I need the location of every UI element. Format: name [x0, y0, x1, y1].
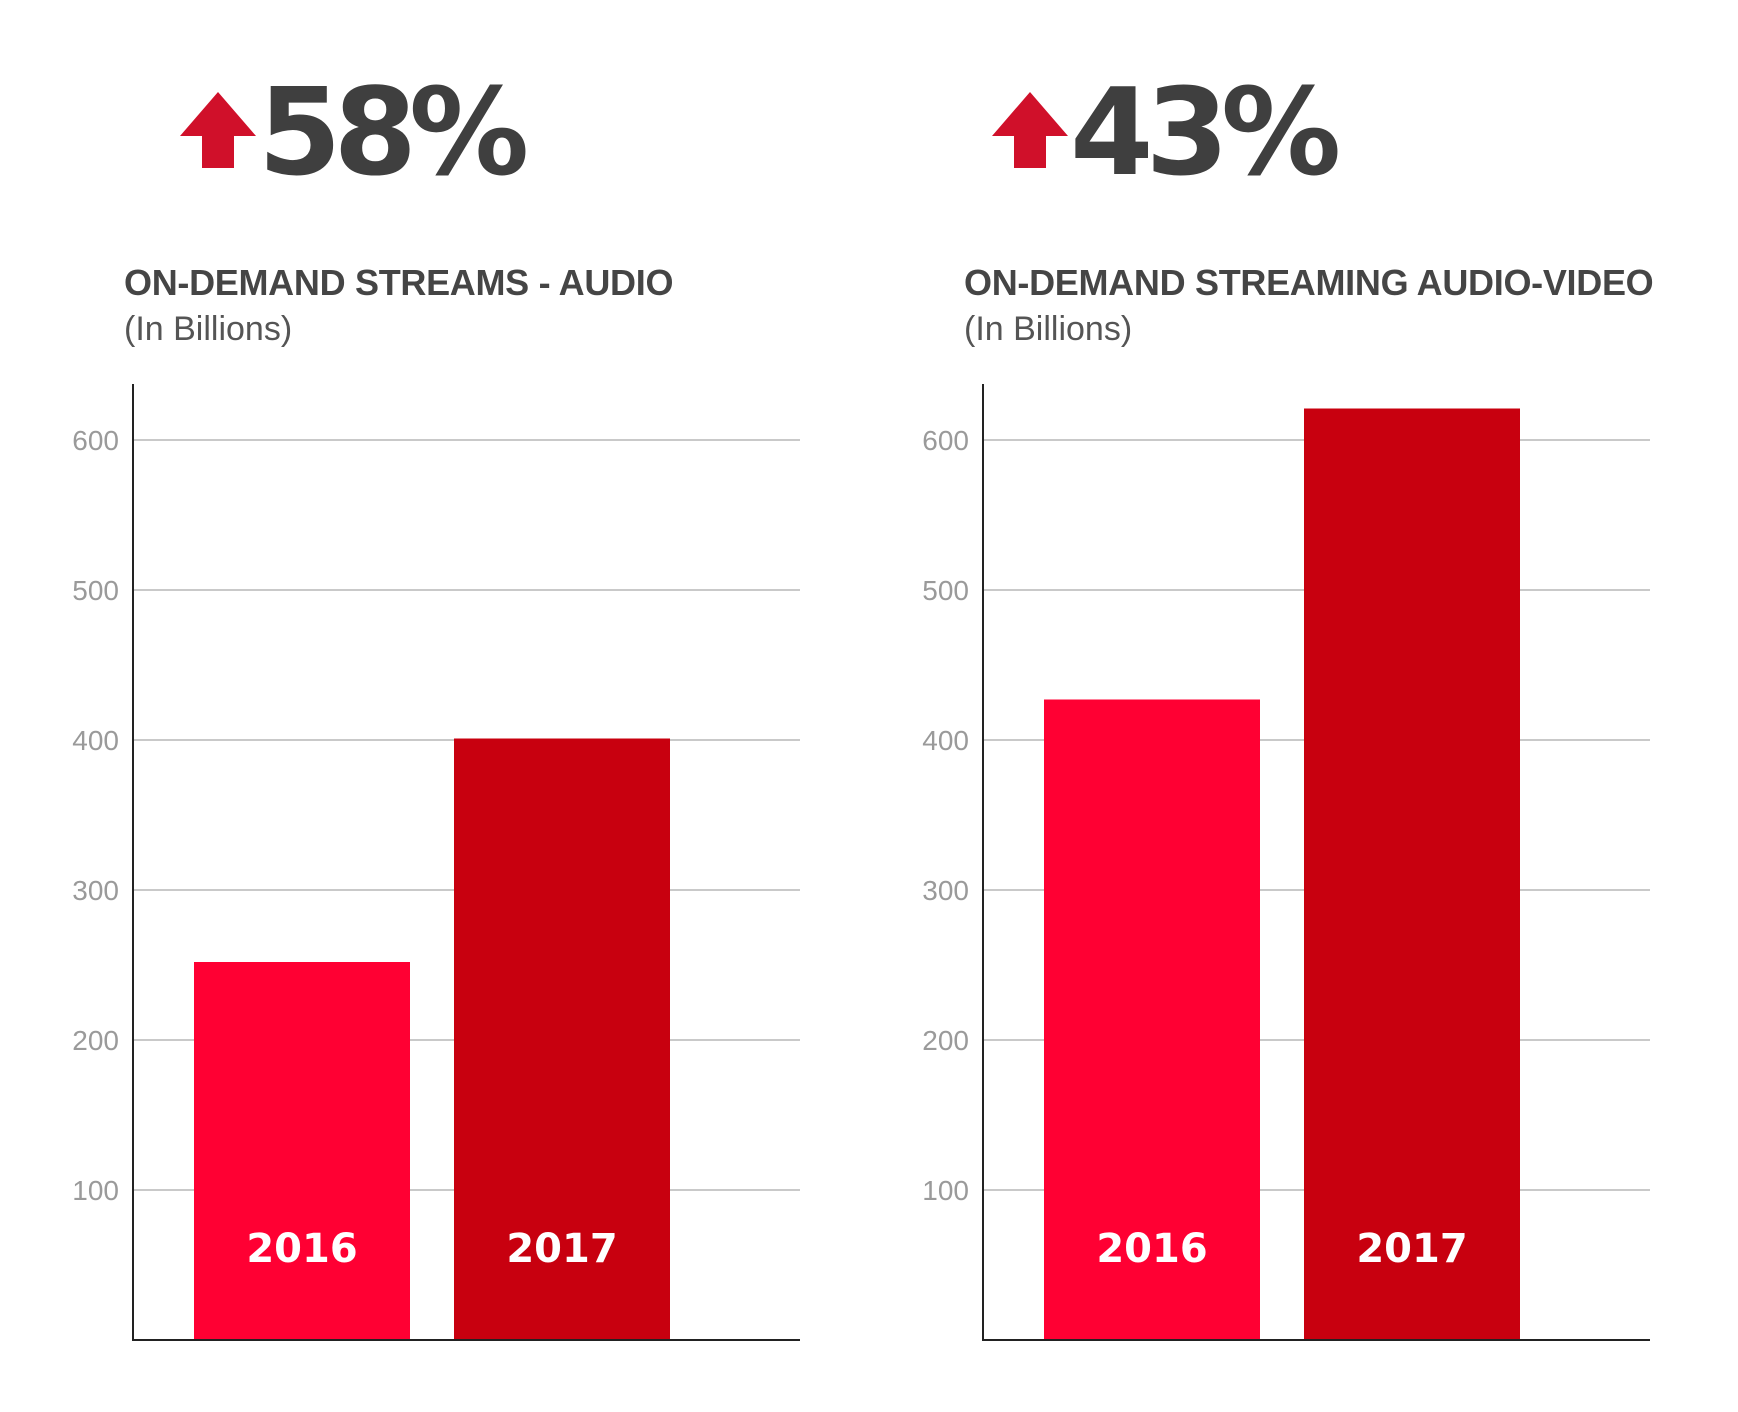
y-tick-label: 600	[922, 425, 969, 456]
chart-subtitle: (In Billions)	[964, 310, 1133, 348]
chart-title: ON-DEMAND STREAMS - AUDIO	[124, 262, 674, 303]
y-tick-label: 400	[922, 725, 969, 756]
y-tick-label: 200	[922, 1025, 969, 1056]
chart-subtitle: (In Billions)	[124, 310, 293, 348]
y-tick-label: 500	[72, 575, 119, 606]
up-arrow-icon	[992, 92, 1068, 168]
bar-2016	[194, 962, 410, 1340]
y-tick-label: 200	[72, 1025, 119, 1056]
bar-chart-audio: 100 200 300 400 500 600 2016 2017	[72, 384, 800, 1341]
chart-title: ON-DEMAND STREAMING AUDIO-VIDEO	[964, 262, 1654, 303]
chart-panel-audio-video: 43% ON-DEMAND STREAMING AUDIO-VIDEO (In …	[869, 0, 1738, 1412]
y-tick-label: 400	[72, 725, 119, 756]
category-label: 2017	[1356, 1226, 1467, 1272]
y-tick-label: 300	[922, 875, 969, 906]
y-tick-label: 100	[72, 1175, 119, 1206]
y-tick-label: 500	[922, 575, 969, 606]
category-label: 2017	[506, 1226, 617, 1272]
up-arrow-icon	[180, 92, 256, 168]
y-tick-label: 100	[922, 1175, 969, 1206]
bar-2017	[1304, 408, 1520, 1340]
bar-2016	[1044, 699, 1260, 1340]
bar-2017	[454, 738, 670, 1340]
growth-percentage: 43%	[1070, 64, 1341, 203]
category-label: 2016	[246, 1226, 357, 1272]
growth-percentage: 58%	[258, 64, 529, 203]
category-label: 2016	[1096, 1226, 1207, 1272]
y-tick-label: 600	[72, 425, 119, 456]
bar-chart-audio-video: 100 200 300 400 500 600 2016 2017	[922, 384, 1650, 1341]
y-tick-label: 300	[72, 875, 119, 906]
chart-panel-audio: 58% ON-DEMAND STREAMS - AUDIO (In Billio…	[72, 64, 800, 1341]
